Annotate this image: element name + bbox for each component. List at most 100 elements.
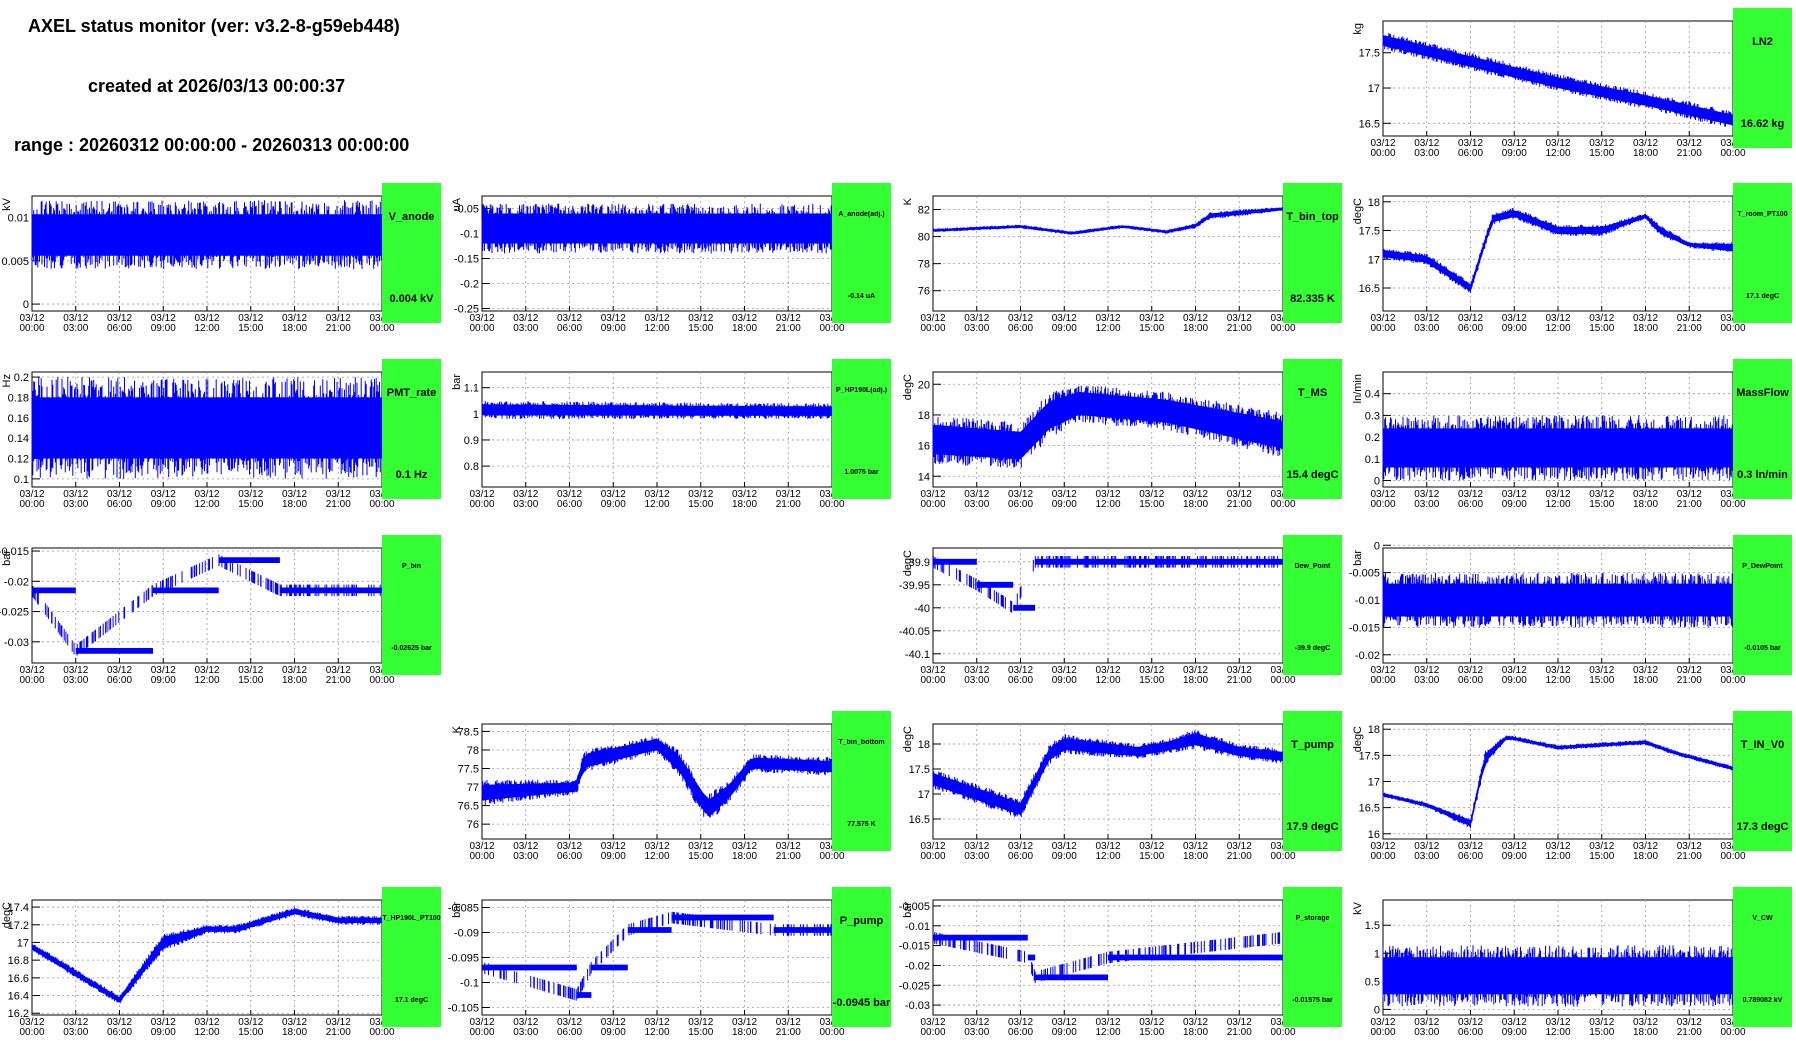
x-tick-label: 15:00 [1589, 499, 1614, 510]
y-tick-label: -39.9 [905, 557, 930, 569]
x-tick-label: 03/12 [326, 313, 351, 324]
chart-svg: 03/1200:0003/1203:0003/1206:0003/1209:00… [451, 195, 845, 334]
x-tick-label: 09:00 [1502, 851, 1527, 862]
badge-value: 0.3 ln/min [1737, 469, 1788, 481]
status-badge: P_storage -0.01575 bar [1283, 887, 1342, 1027]
x-tick-label: 09:00 [601, 1027, 626, 1038]
x-tick-label: 12:00 [194, 323, 219, 334]
x-tick-label: 03/12 [1458, 841, 1483, 852]
data-trace [32, 554, 381, 656]
badge-name: A_anode(adj.) [838, 211, 885, 218]
y-axis-unit: bar [902, 902, 914, 918]
x-tick-label: 03/12 [19, 665, 44, 676]
x-tick-label: 03/12 [1183, 665, 1208, 676]
y-tick-label: -0.2 [460, 279, 479, 291]
x-tick-label: 21:00 [326, 323, 351, 334]
x-tick-label: 21:00 [1677, 148, 1702, 159]
status-badge: T_IN_V0 17.3 degC [1733, 711, 1792, 851]
x-tick-label: 00:00 [819, 499, 844, 510]
x-tick-label: 03/12 [776, 1017, 801, 1028]
x-tick-label: 18:00 [1183, 499, 1208, 510]
y-tick-label: 1.1 [464, 383, 479, 395]
x-tick-label: 03:00 [513, 1027, 538, 1038]
x-tick-label: 03/12 [920, 489, 945, 500]
header-created: created at 2026/03/13 00:00:37 [88, 76, 346, 96]
x-tick-label: 03/12 [644, 1017, 669, 1028]
x-tick-label: 00:00 [920, 499, 945, 510]
x-tick-label: 06:00 [1008, 1027, 1033, 1038]
x-tick-label: 03/12 [1095, 489, 1120, 500]
x-tick-label: 00:00 [1370, 499, 1395, 510]
badge-value: -0.01575 bar [1292, 997, 1333, 1004]
x-tick-label: 09:00 [1052, 323, 1077, 334]
y-tick-label: -0.05 [454, 204, 479, 216]
x-tick-label: 03/12 [1139, 1017, 1164, 1028]
badge-value: -0.02625 bar [391, 645, 432, 652]
x-tick-label: 03/12 [732, 313, 757, 324]
x-tick-label: 00:00 [469, 323, 494, 334]
x-tick-label: 03/12 [1139, 489, 1164, 500]
x-tick-label: 03/12 [1370, 1017, 1395, 1028]
x-tick-label: 21:00 [1677, 323, 1702, 334]
x-tick-label: 15:00 [1589, 851, 1614, 862]
y-tick-label: -0.015 [1349, 622, 1380, 634]
x-tick-label: 18:00 [1183, 675, 1208, 686]
x-tick-label: 18:00 [282, 675, 307, 686]
x-tick-label: 03/12 [107, 665, 132, 676]
y-tick-label: 16.5 [1359, 803, 1380, 815]
data-trace [932, 207, 1284, 235]
badge-name: T_HP190L_PT100 [382, 915, 441, 922]
y-tick-label: 20 [918, 379, 930, 391]
x-tick-label: 00:00 [819, 851, 844, 862]
x-tick-label: 03/12 [1183, 489, 1208, 500]
y-tick-label: 0.8 [464, 461, 479, 473]
x-tick-label: 15:00 [688, 499, 713, 510]
badge-value: 16.62 kg [1740, 118, 1785, 130]
y-tick-label: 17 [1368, 777, 1380, 789]
y-tick-label: 0 [1374, 1004, 1380, 1016]
data-trace [934, 932, 1281, 983]
status-badge: A_anode(adj.) -0.14 uA [832, 183, 891, 323]
x-tick-label: 03/12 [238, 313, 263, 324]
plot-p-bin: 03/12 00:00 03/12 03:00 03/12 06:00 03/12 09:00… [0, 535, 441, 695]
x-tick-label: 21:00 [1227, 323, 1252, 334]
x-tick-label: 03/12 [238, 489, 263, 500]
x-tick-label: 03/12 [557, 1017, 582, 1028]
y-axis-unit: K [451, 725, 463, 733]
x-tick-label: 03/12 [107, 313, 132, 324]
y-tick-label: 17 [918, 789, 930, 801]
data-trace [31, 907, 383, 1004]
y-tick-label: -0.02 [1355, 650, 1380, 662]
x-tick-label: 03/12 [1008, 1017, 1033, 1028]
x-tick-label: 15:00 [1139, 675, 1164, 686]
data-trace [31, 377, 383, 479]
x-tick-label: 18:00 [1633, 851, 1658, 862]
x-tick-label: 03/12 [1227, 489, 1252, 500]
x-tick-label: 09:00 [601, 499, 626, 510]
x-tick-label: 00:00 [1370, 148, 1395, 159]
x-tick-label: 03/12 [1095, 1017, 1120, 1028]
x-tick-label: 03:00 [513, 499, 538, 510]
x-tick-label: 03:00 [964, 1027, 989, 1038]
y-axis-unit: degC [902, 726, 914, 752]
x-tick-label: 03/12 [1633, 841, 1658, 852]
x-tick-label: 03:00 [964, 499, 989, 510]
y-tick-label: 82 [918, 205, 930, 217]
x-tick-label: 06:00 [1458, 323, 1483, 334]
x-tick-label: 03:00 [1414, 323, 1439, 334]
x-tick-label: 09:00 [1502, 499, 1527, 510]
x-tick-label: 00:00 [469, 851, 494, 862]
y-tick-label: 76 [918, 286, 930, 298]
x-tick-label: 03/12 [1008, 841, 1033, 852]
x-tick-label: 09:00 [1052, 499, 1077, 510]
chart-svg: 03/1200:0003/1203:0003/1206:0003/1209:00… [1352, 723, 1746, 862]
x-tick-label: 03/12 [469, 489, 494, 500]
x-tick-label: 03/12 [107, 489, 132, 500]
x-tick-label: 09:00 [1502, 323, 1527, 334]
badge-name: T_room_PT100 [1737, 211, 1788, 218]
x-tick-label: 03/12 [513, 1017, 538, 1028]
y-tick-label: 16.4 [8, 991, 29, 1003]
x-tick-label: 06:00 [107, 675, 132, 686]
x-tick-label: 03/12 [688, 313, 713, 324]
x-tick-label: 03/12 [19, 313, 44, 324]
